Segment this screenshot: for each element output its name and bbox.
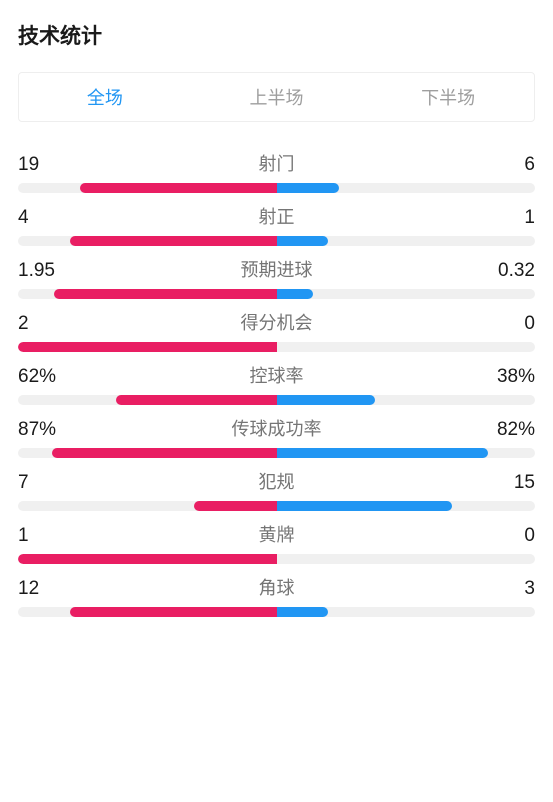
stat-value-left: 19 xyxy=(18,154,78,176)
stat-value-right: 6 xyxy=(475,154,535,176)
stat-value-right: 3 xyxy=(475,578,535,600)
stat-row: 12 角球 3 xyxy=(18,574,535,617)
stat-bar xyxy=(18,501,535,511)
stat-row: 7 犯规 15 xyxy=(18,468,535,511)
stat-label: 射门 xyxy=(259,150,295,176)
bar-left-track xyxy=(18,448,277,458)
stat-label: 射正 xyxy=(259,203,295,229)
bar-left-fill xyxy=(18,342,277,352)
stat-value-right: 15 xyxy=(475,472,535,494)
bar-right-track xyxy=(277,342,536,352)
bar-right-track xyxy=(277,607,536,617)
bar-left-track xyxy=(18,342,277,352)
stat-bar xyxy=(18,448,535,458)
bar-right-fill xyxy=(277,448,489,458)
stat-header: 1.95 预期进球 0.32 xyxy=(18,256,535,282)
bar-left-track xyxy=(18,501,277,511)
tab-second-half[interactable]: 下半场 xyxy=(362,73,534,121)
bar-right-fill xyxy=(277,236,329,246)
stat-header: 87% 传球成功率 82% xyxy=(18,415,535,441)
bar-left-fill xyxy=(52,448,277,458)
stats-panel: 技术统计 全场 上半场 下半场 19 射门 6 4 射正 1 1.95 预期进球 0.32 2 得分… xyxy=(0,0,553,617)
stat-value-right: 0.32 xyxy=(475,260,535,282)
stat-bar xyxy=(18,236,535,246)
bar-left-track xyxy=(18,554,277,564)
bar-right-fill xyxy=(277,289,313,299)
stat-label: 得分机会 xyxy=(241,309,313,335)
stat-value-left: 87% xyxy=(18,419,78,441)
tab-full[interactable]: 全场 xyxy=(19,73,191,121)
stat-row: 2 得分机会 0 xyxy=(18,309,535,352)
stat-value-left: 62% xyxy=(18,366,78,388)
bar-right-fill xyxy=(277,607,329,617)
stat-value-right: 82% xyxy=(475,419,535,441)
stat-row: 1 黄牌 0 xyxy=(18,521,535,564)
bar-right-track xyxy=(277,183,536,193)
stat-label: 传球成功率 xyxy=(232,415,322,441)
bar-left-track xyxy=(18,236,277,246)
stat-label: 黄牌 xyxy=(259,521,295,547)
bar-left-track xyxy=(18,607,277,617)
stat-label: 控球率 xyxy=(250,362,304,388)
bar-right-track xyxy=(277,554,536,564)
stat-value-left: 1.95 xyxy=(18,260,78,282)
stat-bar xyxy=(18,342,535,352)
stat-header: 62% 控球率 38% xyxy=(18,362,535,388)
stat-value-right: 38% xyxy=(475,366,535,388)
bar-right-track xyxy=(277,395,536,405)
panel-title: 技术统计 xyxy=(18,20,535,50)
stat-bar xyxy=(18,554,535,564)
tab-first-half[interactable]: 上半场 xyxy=(191,73,363,121)
stat-value-left: 1 xyxy=(18,525,78,547)
stat-bar xyxy=(18,607,535,617)
bar-right-fill xyxy=(277,183,339,193)
bar-left-fill xyxy=(116,395,276,405)
stat-header: 19 射门 6 xyxy=(18,150,535,176)
stat-label: 角球 xyxy=(259,574,295,600)
bar-left-fill xyxy=(18,554,277,564)
stat-bar xyxy=(18,289,535,299)
stat-value-left: 7 xyxy=(18,472,78,494)
stat-value-left: 12 xyxy=(18,578,78,600)
stat-header: 2 得分机会 0 xyxy=(18,309,535,335)
stat-row: 87% 传球成功率 82% xyxy=(18,415,535,458)
bar-right-track xyxy=(277,448,536,458)
bar-left-fill xyxy=(194,501,277,511)
period-tabs: 全场 上半场 下半场 xyxy=(18,72,535,122)
stats-list: 19 射门 6 4 射正 1 1.95 预期进球 0.32 2 得分机会 0 62% 控球率 38% 87% 传… xyxy=(18,150,535,617)
bar-right-fill xyxy=(277,501,453,511)
stat-header: 12 角球 3 xyxy=(18,574,535,600)
bar-left-fill xyxy=(70,607,277,617)
stat-row: 19 射门 6 xyxy=(18,150,535,193)
bar-left-track xyxy=(18,395,277,405)
stat-value-right: 0 xyxy=(475,525,535,547)
stat-header: 4 射正 1 xyxy=(18,203,535,229)
stat-label: 犯规 xyxy=(259,468,295,494)
stat-bar xyxy=(18,183,535,193)
stat-header: 1 黄牌 0 xyxy=(18,521,535,547)
bar-right-track xyxy=(277,289,536,299)
stat-value-right: 1 xyxy=(475,207,535,229)
bar-left-fill xyxy=(70,236,277,246)
stat-value-left: 2 xyxy=(18,313,78,335)
stat-row: 4 射正 1 xyxy=(18,203,535,246)
stat-bar xyxy=(18,395,535,405)
bar-left-fill xyxy=(54,289,276,299)
bar-left-track xyxy=(18,183,277,193)
stat-row: 1.95 预期进球 0.32 xyxy=(18,256,535,299)
bar-right-track xyxy=(277,501,536,511)
bar-left-fill xyxy=(80,183,276,193)
stat-label: 预期进球 xyxy=(241,256,313,282)
stat-value-right: 0 xyxy=(475,313,535,335)
bar-right-track xyxy=(277,236,536,246)
stat-value-left: 4 xyxy=(18,207,78,229)
stat-row: 62% 控球率 38% xyxy=(18,362,535,405)
bar-left-track xyxy=(18,289,277,299)
stat-header: 7 犯规 15 xyxy=(18,468,535,494)
bar-right-fill xyxy=(277,395,375,405)
